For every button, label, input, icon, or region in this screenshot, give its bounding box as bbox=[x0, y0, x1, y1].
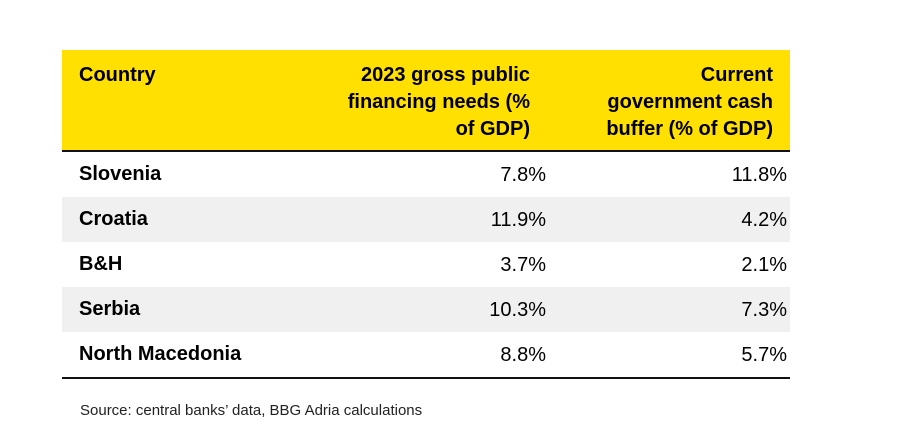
cell-financing-needs: 11.9% bbox=[490, 209, 546, 231]
cell-country: B&H bbox=[79, 253, 123, 275]
cell-cash-buffer: 11.8% bbox=[731, 164, 787, 186]
cell-financing-needs: 10.3% bbox=[489, 299, 546, 321]
header-country: Country bbox=[79, 64, 156, 86]
table-row: Slovenia 7.8% 11.8% bbox=[62, 152, 790, 197]
table-bottom-rule bbox=[62, 377, 790, 379]
header-financing-needs-line: 2023 gross public bbox=[361, 64, 530, 86]
cell-cash-buffer: 4.2% bbox=[741, 209, 787, 231]
cell-financing-needs: 3.7% bbox=[500, 254, 546, 276]
cell-country: Croatia bbox=[79, 208, 148, 230]
table-row: B&H 3.7% 2.1% bbox=[62, 242, 790, 287]
table-row: North Macedonia 8.8% 5.7% bbox=[62, 332, 790, 377]
cell-country: Slovenia bbox=[79, 163, 162, 185]
cell-financing-needs: 7.8% bbox=[500, 164, 546, 186]
header-financing-needs-line: of GDP) bbox=[455, 118, 530, 140]
cell-country: North Macedonia bbox=[79, 343, 242, 365]
data-table: Country 2023 gross public financing need… bbox=[62, 50, 790, 379]
cell-cash-buffer: 5.7% bbox=[741, 344, 787, 366]
cell-cash-buffer: 2.1% bbox=[741, 254, 787, 276]
header-cash-buffer-line: government cash bbox=[607, 91, 773, 113]
table-row: Serbia 10.3% 7.3% bbox=[62, 287, 790, 332]
table-row: Croatia 11.9% 4.2% bbox=[62, 197, 790, 242]
header-cash-buffer-line: buffer (% of GDP) bbox=[606, 118, 773, 140]
table-header: Country 2023 gross public financing need… bbox=[62, 50, 790, 152]
source-note: Source: central banks’ data, BBG Adria c… bbox=[80, 402, 423, 419]
header-cash-buffer-line: Current bbox=[700, 64, 773, 86]
header-financing-needs: 2023 gross public financing needs (% of … bbox=[290, 62, 530, 143]
cell-cash-buffer: 7.3% bbox=[741, 299, 787, 321]
cell-financing-needs: 8.8% bbox=[500, 344, 546, 366]
header-cash-buffer: Current government cash buffer (% of GDP… bbox=[543, 62, 773, 143]
header-financing-needs-line: financing needs (% bbox=[347, 91, 530, 113]
cell-country: Serbia bbox=[79, 298, 141, 320]
